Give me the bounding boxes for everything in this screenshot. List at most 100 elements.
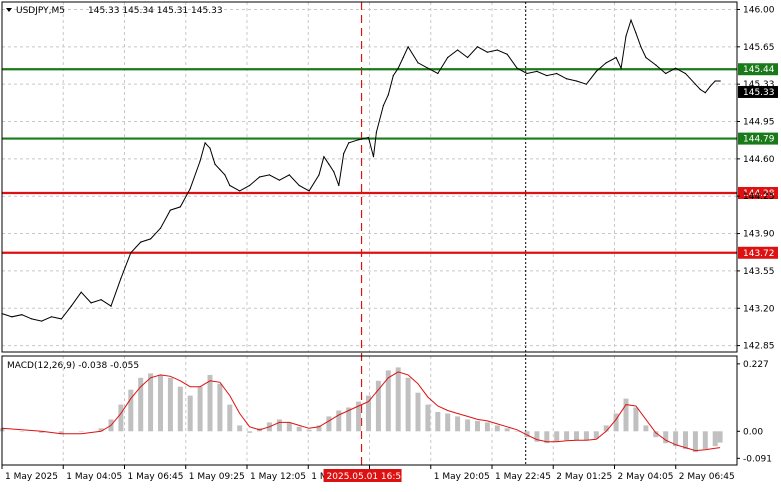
macd-histogram-bar	[455, 416, 461, 432]
price-point	[625, 35, 627, 37]
price-point	[387, 94, 389, 96]
macd-histogram-bar	[276, 419, 282, 432]
level-price-badge	[738, 187, 778, 200]
price-point	[496, 49, 498, 51]
price-point	[224, 174, 226, 176]
price-point	[630, 19, 632, 21]
price-point	[684, 72, 687, 75]
macd-histogram-bar	[237, 425, 243, 432]
price-point	[258, 176, 261, 178]
triangle-down-icon[interactable]	[6, 8, 12, 12]
price-point	[70, 305, 72, 307]
price-point	[80, 291, 82, 293]
level-price-label: 143.72	[743, 249, 775, 259]
price-point	[204, 142, 206, 144]
macd-histogram-bar	[702, 431, 708, 450]
level-price-label: 144.28	[743, 189, 775, 199]
price-point	[407, 46, 409, 48]
price-point	[308, 190, 310, 192]
macd-histogram-bar	[593, 431, 599, 439]
macd-histogram-bar	[316, 425, 322, 432]
macd-histogram-bar	[484, 422, 490, 432]
price-point	[595, 70, 597, 72]
macd-histogram-bar	[375, 380, 381, 432]
time-tick-label: 2 May 01:25	[556, 472, 612, 482]
price-point	[719, 80, 721, 82]
price-point	[367, 136, 370, 139]
macd-histogram-bar	[19, 431, 25, 432]
level-price-badge	[738, 132, 778, 145]
price-point	[60, 318, 63, 320]
macd-indicator	[0, 367, 723, 453]
macd-histogram-bar	[544, 431, 550, 444]
macd-histogram-bar	[465, 419, 471, 432]
crosshair-time-badge	[323, 469, 402, 482]
macd-histogram-bar	[395, 367, 401, 432]
macd-histogram-bar	[445, 413, 451, 432]
macd-histogram-bar	[603, 425, 609, 432]
macd-histogram-bar	[633, 407, 639, 432]
price-tick-label: 146.00	[743, 5, 775, 15]
macd-histogram-bar	[336, 410, 342, 432]
price-point	[375, 131, 377, 133]
price-point	[714, 80, 716, 82]
time-tick-label: 2 May 06:45	[679, 472, 735, 482]
macd-histogram-bar	[128, 389, 134, 432]
price-point	[249, 184, 251, 187]
price-point	[343, 152, 345, 155]
price-point	[486, 51, 488, 53]
macd-histogram-bar	[623, 398, 629, 432]
price-point	[219, 168, 221, 171]
price-point	[150, 238, 152, 240]
macd-histogram-bar	[415, 392, 421, 432]
macd-histogram-bar	[564, 431, 570, 441]
price-point	[506, 53, 508, 55]
price-point	[239, 190, 241, 192]
price-point	[566, 78, 568, 80]
support-resistance-levels[interactable]: 145.44 144.79 144.28 143.72 145.33	[2, 63, 778, 259]
macd-histogram-bar	[177, 386, 183, 432]
macd-tick-label: -0.091	[743, 454, 772, 464]
level-price-badge	[738, 246, 778, 259]
price-point	[229, 184, 231, 187]
price-tick-label: 143.55	[743, 267, 775, 277]
time-tick-label: 1 May 2025	[5, 472, 58, 482]
macd-histogram-bar	[613, 413, 619, 432]
price-tick-label: 143.20	[743, 304, 775, 314]
macd-signal-line	[1, 371, 721, 452]
macd-histogram-bar	[717, 431, 723, 443]
macd-histogram-bar	[167, 377, 173, 432]
price-point	[665, 72, 667, 75]
macd-histogram-bar	[425, 404, 431, 432]
price-point	[605, 62, 607, 64]
price-point	[110, 305, 112, 307]
price-point	[457, 49, 459, 51]
price-point	[278, 179, 280, 181]
macd-histogram-bar	[158, 374, 163, 432]
price-point	[585, 83, 588, 85]
price-tick-label: 144.25	[743, 192, 775, 202]
price-point	[397, 67, 399, 69]
price-point	[21, 314, 23, 316]
level-price-label: 145.44	[743, 65, 775, 75]
price-point	[338, 184, 340, 187]
macd-histogram-bar	[138, 377, 144, 432]
price-point	[447, 56, 449, 59]
price-point	[372, 156, 375, 158]
price-panel-frame	[1, 1, 738, 353]
current-price-badge	[738, 85, 778, 98]
price-point	[199, 160, 201, 162]
price-point	[31, 318, 33, 320]
macd-histogram-bar	[197, 386, 203, 432]
level-price-badge	[738, 63, 778, 76]
macd-histogram-bar	[227, 404, 233, 432]
macd-histogram-bar	[534, 431, 540, 442]
price-tick-label: 145.33	[743, 80, 775, 90]
price-point	[100, 299, 102, 301]
price-tick-label: 144.95	[743, 118, 775, 128]
price-point	[615, 56, 617, 59]
current-price-label: 145.33	[743, 88, 775, 98]
macd-histogram-bar	[405, 377, 411, 432]
